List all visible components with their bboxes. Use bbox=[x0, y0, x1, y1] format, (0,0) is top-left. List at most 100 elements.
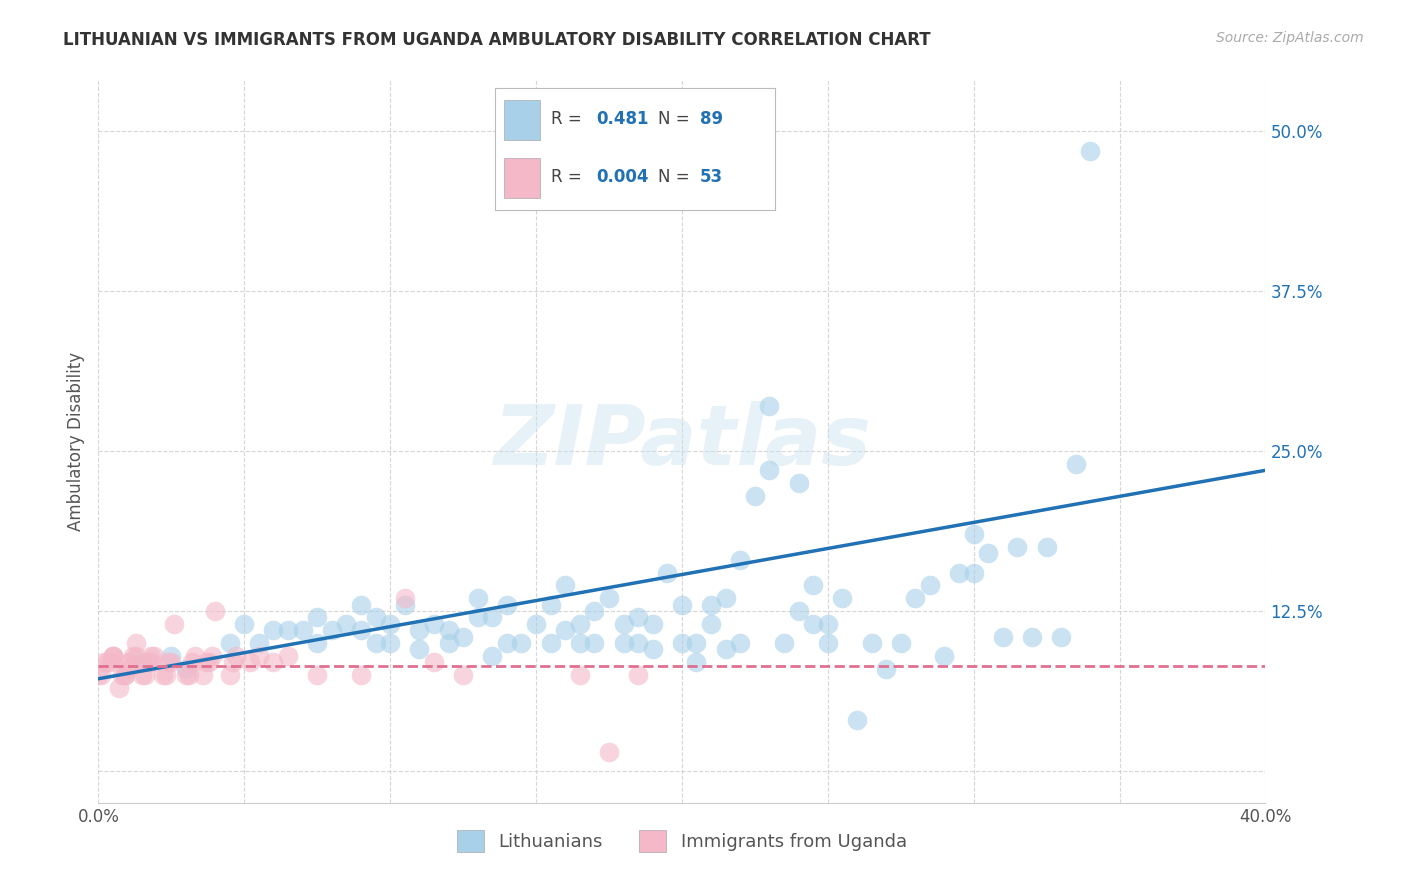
Point bbox=[481, 648, 503, 663]
Point bbox=[685, 655, 707, 669]
Point bbox=[540, 598, 562, 612]
Y-axis label: Ambulatory Disability: Ambulatory Disability bbox=[66, 352, 84, 531]
Point bbox=[817, 616, 839, 631]
Point bbox=[1064, 457, 1087, 471]
Point bbox=[1050, 630, 1073, 644]
Point bbox=[904, 591, 927, 606]
Point bbox=[114, 668, 136, 682]
Point bbox=[540, 636, 562, 650]
Point bbox=[87, 668, 110, 682]
Point bbox=[198, 655, 221, 669]
Point bbox=[875, 661, 897, 675]
Point bbox=[195, 655, 218, 669]
Point bbox=[714, 591, 737, 606]
Point bbox=[524, 616, 547, 631]
Point bbox=[247, 636, 270, 650]
Point bbox=[1035, 540, 1057, 554]
Point bbox=[583, 636, 606, 650]
Point bbox=[221, 655, 243, 669]
Point bbox=[218, 636, 240, 650]
Point bbox=[467, 610, 489, 624]
Point bbox=[262, 623, 284, 637]
Point bbox=[846, 713, 869, 727]
Point bbox=[125, 636, 148, 650]
Point bbox=[201, 648, 224, 663]
Point bbox=[787, 604, 810, 618]
Point bbox=[962, 566, 984, 580]
Point bbox=[817, 636, 839, 650]
Point bbox=[247, 648, 270, 663]
Point bbox=[350, 598, 373, 612]
Point bbox=[671, 598, 693, 612]
Point bbox=[163, 616, 186, 631]
Point bbox=[1021, 630, 1043, 644]
Point bbox=[139, 655, 162, 669]
Point bbox=[758, 400, 780, 414]
Point bbox=[307, 636, 329, 650]
Point bbox=[1080, 144, 1102, 158]
Point bbox=[437, 623, 460, 637]
Point bbox=[977, 546, 1000, 560]
Point bbox=[117, 655, 139, 669]
Point bbox=[131, 655, 153, 669]
Point bbox=[380, 616, 402, 631]
Point bbox=[598, 745, 620, 759]
Point bbox=[152, 668, 174, 682]
Point bbox=[641, 616, 664, 631]
Point bbox=[90, 668, 112, 682]
Point bbox=[700, 616, 723, 631]
Point bbox=[918, 578, 941, 592]
Point bbox=[131, 668, 153, 682]
Point bbox=[801, 616, 824, 631]
Point bbox=[948, 566, 970, 580]
Point bbox=[277, 623, 299, 637]
Point bbox=[321, 623, 343, 637]
Point bbox=[101, 648, 124, 663]
Point bbox=[380, 636, 402, 650]
Point bbox=[627, 668, 650, 682]
Point bbox=[451, 668, 474, 682]
Point bbox=[496, 636, 519, 650]
Point bbox=[134, 668, 156, 682]
Point bbox=[233, 616, 256, 631]
Point bbox=[291, 623, 314, 637]
Point bbox=[111, 668, 134, 682]
Point bbox=[183, 648, 205, 663]
Point bbox=[225, 648, 247, 663]
Point bbox=[554, 578, 576, 592]
Point bbox=[744, 489, 766, 503]
Point bbox=[423, 616, 446, 631]
Point bbox=[510, 636, 533, 650]
Point bbox=[98, 655, 121, 669]
Point bbox=[204, 604, 226, 618]
Point bbox=[96, 655, 118, 669]
Point bbox=[174, 661, 197, 675]
Point bbox=[801, 578, 824, 592]
Point bbox=[934, 648, 956, 663]
Point bbox=[350, 623, 373, 637]
Point bbox=[277, 648, 299, 663]
Point bbox=[160, 648, 183, 663]
Point bbox=[142, 648, 165, 663]
Point bbox=[157, 655, 180, 669]
Point bbox=[101, 648, 124, 663]
Point bbox=[758, 463, 780, 477]
Point bbox=[451, 630, 474, 644]
Point bbox=[394, 598, 416, 612]
Point bbox=[583, 604, 606, 618]
Point bbox=[831, 591, 853, 606]
Point bbox=[554, 623, 576, 637]
Point bbox=[685, 636, 707, 650]
Point bbox=[598, 591, 620, 606]
Point bbox=[890, 636, 912, 650]
Point bbox=[671, 636, 693, 650]
Point bbox=[180, 655, 202, 669]
Point bbox=[93, 655, 115, 669]
Point bbox=[174, 668, 197, 682]
Point bbox=[467, 591, 489, 606]
Point bbox=[239, 655, 262, 669]
Point bbox=[481, 610, 503, 624]
Point bbox=[700, 598, 723, 612]
Point bbox=[773, 636, 796, 650]
Point bbox=[612, 616, 634, 631]
